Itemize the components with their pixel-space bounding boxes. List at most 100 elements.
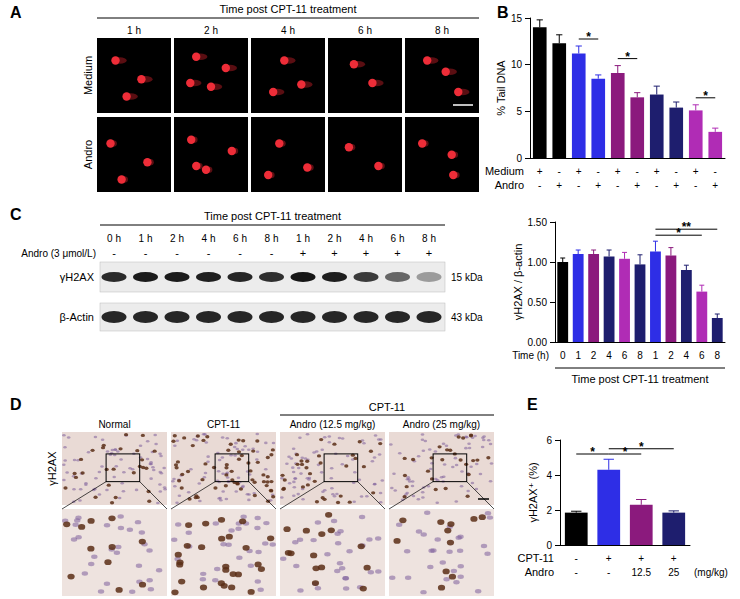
svg-text:8 h: 8 h <box>422 233 436 244</box>
svg-text:Andro: Andro <box>82 140 94 169</box>
svg-text:8: 8 <box>714 350 720 361</box>
svg-text:2 h: 2 h <box>204 25 218 36</box>
svg-text:1: 1 <box>575 350 581 361</box>
svg-text:% Tail DNA: % Tail DNA <box>495 60 507 116</box>
svg-text:+: + <box>615 166 621 177</box>
svg-text:0: 0 <box>546 540 552 551</box>
svg-text:2: 2 <box>546 505 552 516</box>
svg-text:B: B <box>497 4 509 21</box>
svg-text:+: + <box>712 180 718 191</box>
svg-text:25: 25 <box>668 567 680 578</box>
svg-text:6 h: 6 h <box>391 233 405 244</box>
svg-text:6: 6 <box>546 435 552 446</box>
svg-text:5: 5 <box>516 106 522 117</box>
svg-text:Andro (12.5 mg/kg): Andro (12.5 mg/kg) <box>290 419 376 430</box>
svg-text:*: * <box>590 445 595 459</box>
svg-text:4 h: 4 h <box>202 233 216 244</box>
svg-text:C: C <box>10 206 22 223</box>
svg-text:0 h: 0 h <box>107 233 121 244</box>
svg-text:+: + <box>363 247 369 259</box>
svg-text:+: + <box>394 247 400 259</box>
svg-text:γH2AX⁺ (%): γH2AX⁺ (%) <box>527 462 539 522</box>
svg-text:-: - <box>577 180 580 191</box>
svg-text:E: E <box>527 396 538 413</box>
svg-text:-: - <box>238 247 242 259</box>
svg-text:Andro: Andro <box>495 179 524 191</box>
svg-text:4: 4 <box>606 350 612 361</box>
svg-text:+: + <box>654 166 660 177</box>
svg-text:-: - <box>675 166 678 177</box>
svg-text:CPT-11: CPT-11 <box>369 401 405 413</box>
svg-text:-: - <box>597 166 600 177</box>
svg-text:4: 4 <box>684 350 690 361</box>
svg-text:-: - <box>714 166 717 177</box>
svg-text:2: 2 <box>668 350 674 361</box>
svg-text:β-Actin: β-Actin <box>60 311 94 323</box>
svg-text:-: - <box>558 166 561 177</box>
svg-text:6: 6 <box>699 350 705 361</box>
svg-text:**: ** <box>682 220 692 234</box>
svg-text:*: * <box>586 30 591 44</box>
svg-text:0.50: 0.50 <box>528 297 548 308</box>
svg-text:6: 6 <box>622 350 628 361</box>
svg-text:+: + <box>673 180 679 191</box>
svg-text:Andro: Andro <box>525 566 554 578</box>
svg-text:1 h: 1 h <box>127 25 141 36</box>
svg-text:8 h: 8 h <box>435 25 449 36</box>
svg-text:+: + <box>606 553 612 564</box>
svg-text:+: + <box>300 247 306 259</box>
svg-text:Normal: Normal <box>98 419 130 430</box>
svg-text:-: - <box>616 180 619 191</box>
svg-text:+: + <box>426 247 432 259</box>
svg-text:10: 10 <box>511 59 523 70</box>
svg-text:0: 0 <box>516 153 522 164</box>
svg-text:+: + <box>671 553 677 564</box>
svg-text:+: + <box>331 247 337 259</box>
svg-text:γH2AX / β-actin: γH2AX / β-actin <box>512 244 524 321</box>
svg-text:2: 2 <box>591 350 597 361</box>
svg-text:*: * <box>676 226 681 240</box>
svg-text:+: + <box>693 166 699 177</box>
svg-text:0.00: 0.00 <box>528 337 548 348</box>
svg-text:*: * <box>703 89 708 103</box>
svg-text:+: + <box>556 180 562 191</box>
svg-text:Time post CPT-11 treatment: Time post CPT-11 treatment <box>572 373 709 385</box>
svg-text:1 h: 1 h <box>296 233 310 244</box>
svg-text:*: * <box>625 50 630 64</box>
svg-text:-: - <box>575 567 578 578</box>
svg-text:+: + <box>638 553 644 564</box>
svg-text:-: - <box>636 166 639 177</box>
svg-text:-: - <box>607 567 610 578</box>
svg-text:-: - <box>655 180 658 191</box>
svg-text:-: - <box>144 247 148 259</box>
svg-text:+: + <box>537 166 543 177</box>
svg-text:1.50: 1.50 <box>528 217 548 228</box>
svg-text:+: + <box>634 180 640 191</box>
svg-text:Andro (25 mg/kg): Andro (25 mg/kg) <box>403 419 480 430</box>
svg-text:8 h: 8 h <box>265 233 279 244</box>
svg-text:-: - <box>175 247 179 259</box>
svg-text:Time post CPT-11 treatment: Time post CPT-11 treatment <box>204 210 341 222</box>
svg-text:15: 15 <box>511 13 523 24</box>
svg-text:+: + <box>576 166 582 177</box>
svg-text:43 kDa: 43 kDa <box>451 312 483 323</box>
svg-text:γH2AX: γH2AX <box>60 271 95 283</box>
svg-text:Andro (3 μmol/L): Andro (3 μmol/L) <box>21 248 96 259</box>
svg-text:D: D <box>10 396 22 413</box>
svg-text:Medium: Medium <box>485 165 524 177</box>
svg-text:1: 1 <box>653 350 659 361</box>
svg-text:(mg/kg): (mg/kg) <box>694 567 728 578</box>
svg-text:4 h: 4 h <box>281 25 295 36</box>
svg-text:CPT-11: CPT-11 <box>207 419 241 430</box>
svg-text:1.00: 1.00 <box>528 257 548 268</box>
svg-text:-: - <box>112 247 116 259</box>
svg-text:Time post CPT-11 treatment: Time post CPT-11 treatment <box>220 3 357 15</box>
svg-text:CPT-11: CPT-11 <box>518 552 554 564</box>
svg-text:12.5: 12.5 <box>632 567 652 578</box>
svg-text:Time (h): Time (h) <box>512 350 549 361</box>
svg-text:*: * <box>623 445 628 459</box>
svg-text:15 kDa: 15 kDa <box>451 272 483 283</box>
svg-text:-: - <box>575 553 578 564</box>
svg-text:6 h: 6 h <box>233 233 247 244</box>
svg-text:A: A <box>10 4 22 21</box>
